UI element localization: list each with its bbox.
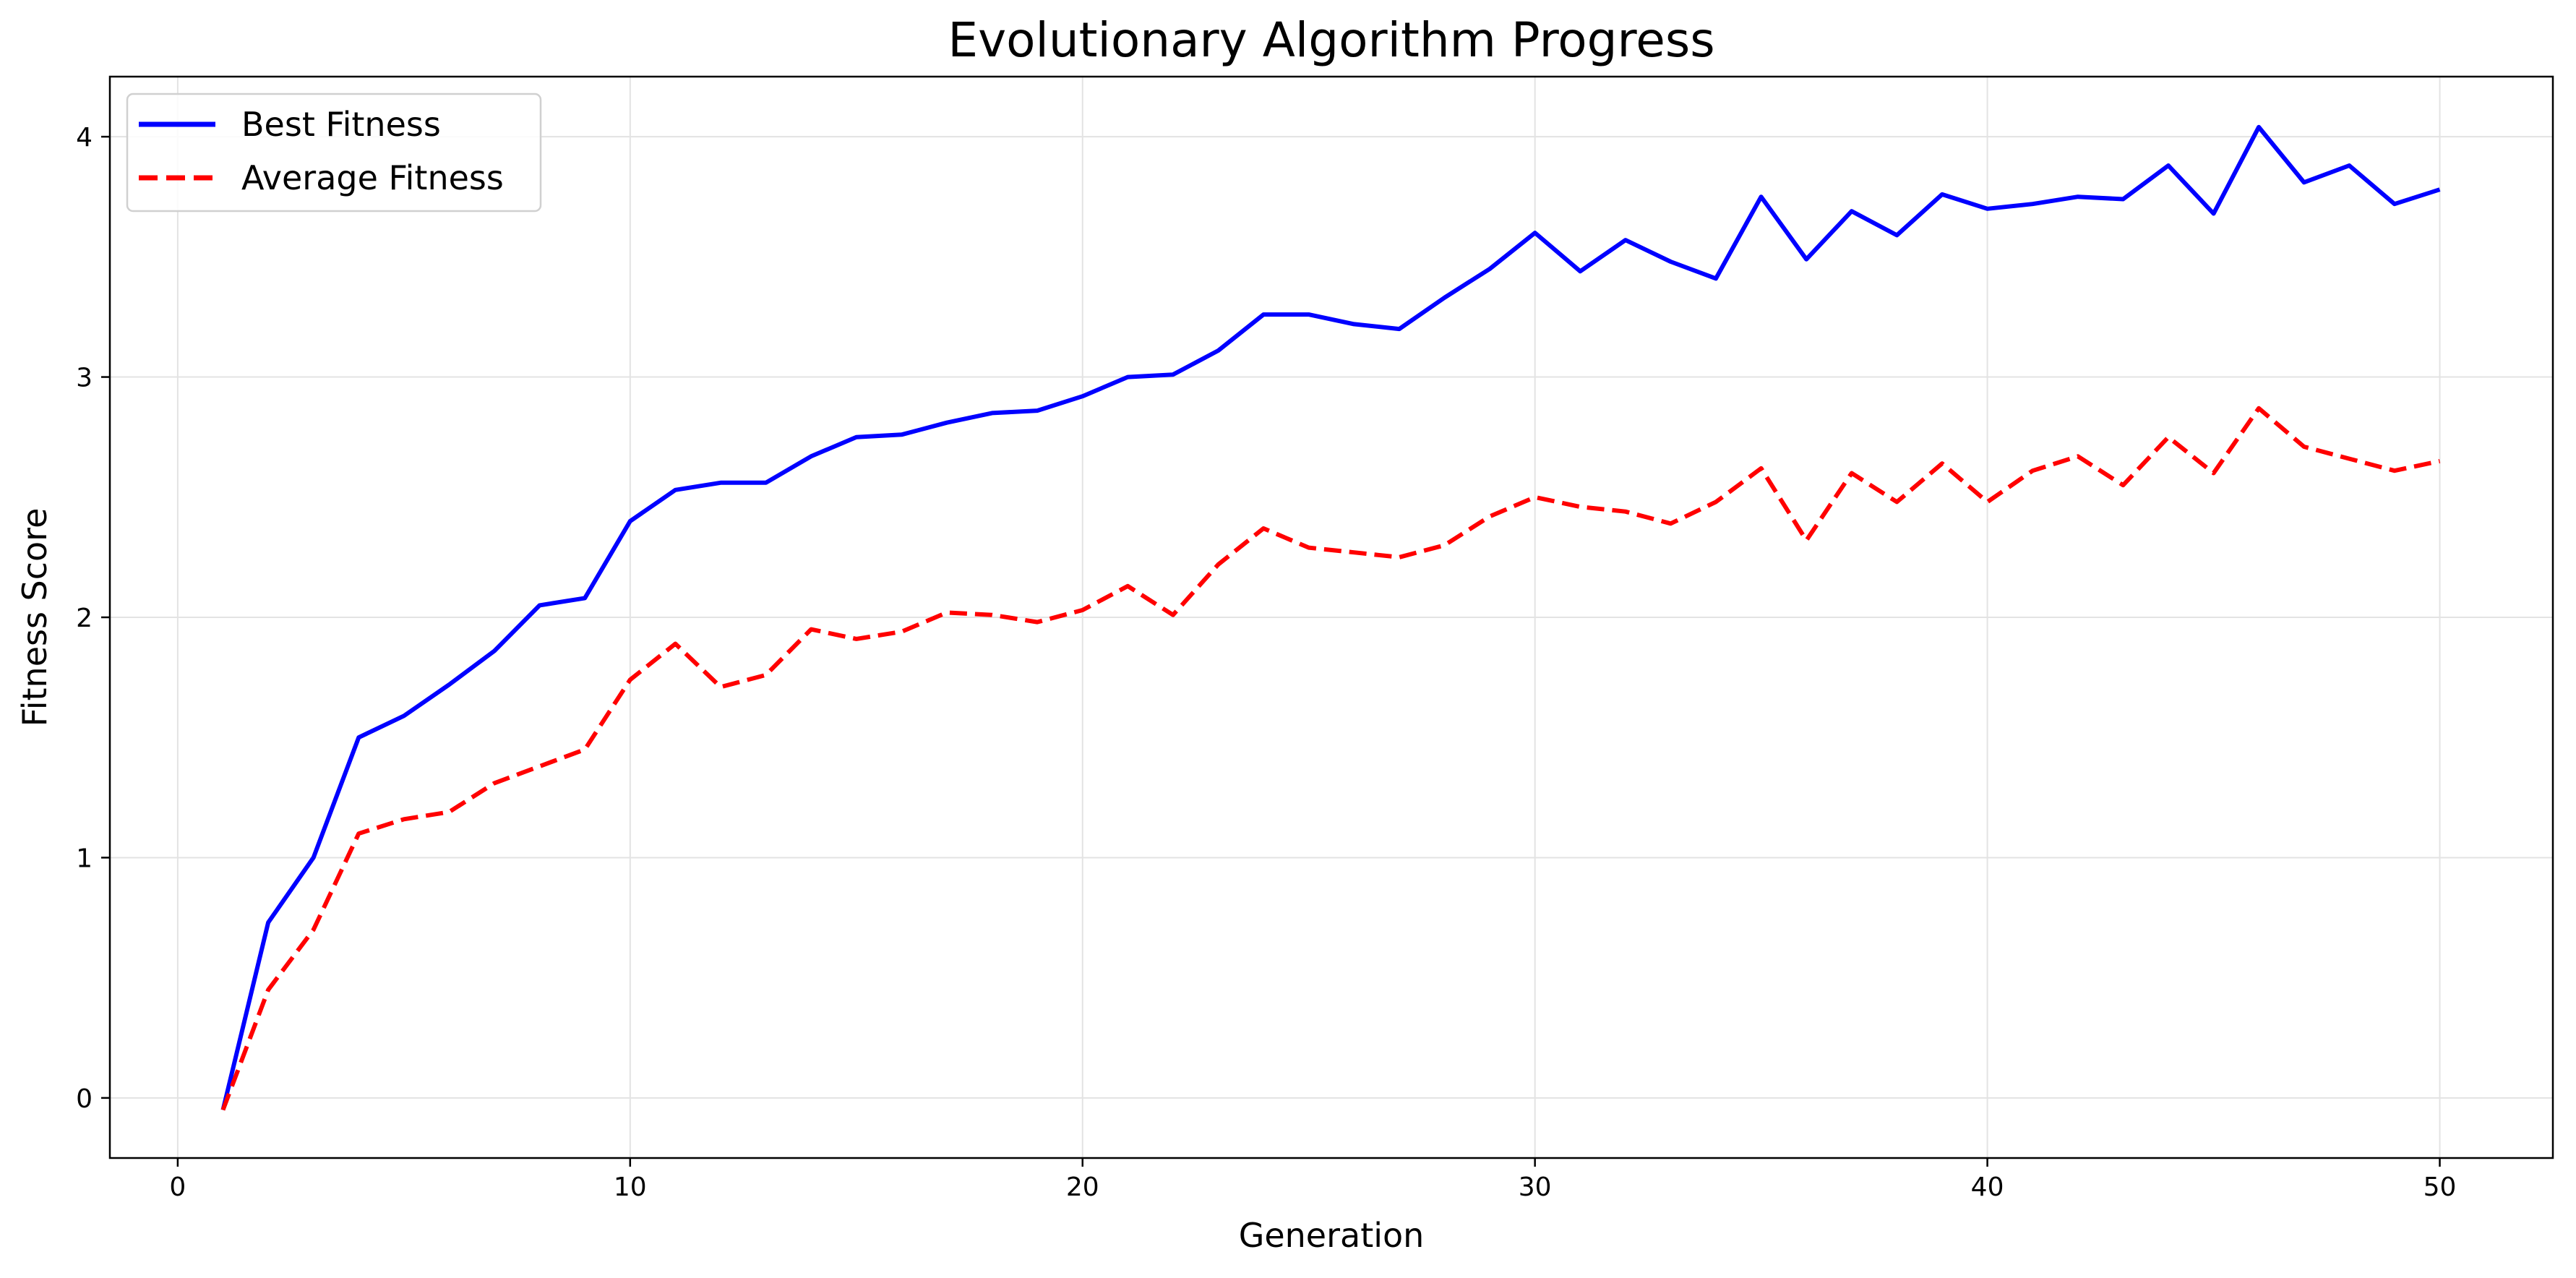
- chart-title: Evolutionary Algorithm Progress: [948, 12, 1714, 68]
- ticks: 0 10 20 30 40 50 0 1 2 3 4: [76, 123, 2456, 1202]
- series-layer: [220, 124, 2441, 1111]
- y-tick-label: 0: [76, 1084, 93, 1114]
- y-tick-label: 4: [76, 123, 93, 153]
- x-axis-label: Generation: [1239, 1216, 1425, 1255]
- y-tick-label: 2: [76, 604, 93, 633]
- legend-label-average-fitness: Average Fitness: [241, 158, 504, 197]
- x-tick-label: 50: [2423, 1172, 2457, 1202]
- legend-label-best-fitness: Best Fitness: [241, 105, 441, 144]
- legend-box: [126, 93, 542, 213]
- x-tick-label: 0: [169, 1172, 186, 1202]
- y-tick-label: 1: [76, 844, 93, 873]
- legend: Best Fitness Average Fitness: [126, 93, 542, 213]
- y-axis-label: Fitness Score: [15, 508, 54, 727]
- series-line-best-fitness: [220, 124, 2441, 1111]
- x-tick-label: 10: [614, 1172, 647, 1202]
- x-tick-label: 30: [1519, 1172, 1552, 1202]
- grid: [110, 77, 2553, 1158]
- series-line-average-fitness: [220, 406, 2441, 1111]
- y-tick-label: 3: [76, 364, 93, 393]
- x-tick-label: 40: [1971, 1172, 2004, 1202]
- x-tick-label: 20: [1066, 1172, 1099, 1202]
